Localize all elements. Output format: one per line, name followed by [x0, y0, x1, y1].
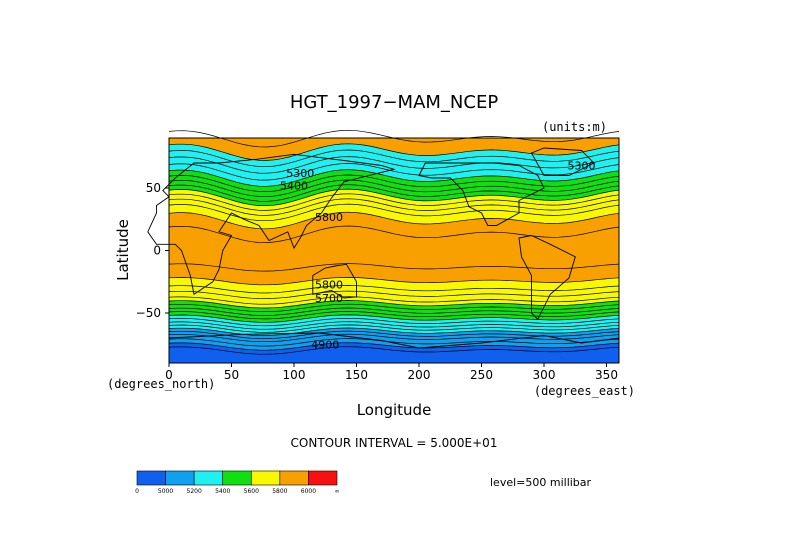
north-band-5200-5400 — [169, 143, 619, 187]
contour-5350-n — [168, 163, 620, 181]
contour-5450-n — [168, 174, 620, 193]
contour-5100-s — [168, 333, 620, 343]
colorbar-swatch-<5000 — [136, 470, 166, 486]
contour-5550-s — [168, 303, 620, 313]
contour-label-3: 5800 — [315, 211, 343, 224]
y-tick-label--50: −50 — [136, 306, 161, 320]
y-tick-label-50: 50 — [146, 181, 161, 195]
x-axis-label: Longitude — [357, 401, 432, 419]
chart-title: HGT_1997−MAM_NCEP — [290, 92, 499, 113]
contour-5000-s — [168, 342, 620, 351]
y-tick-label-0: 0 — [153, 244, 161, 258]
x-tick-label-150: 150 — [345, 368, 368, 382]
contour-5500-n — [168, 179, 620, 198]
y-axis-label: Latitude — [114, 219, 132, 281]
colorbar-swatch-5000-5200 — [165, 470, 195, 486]
contour-5050-s — [168, 338, 620, 347]
contour-label-6: 4900 — [311, 338, 339, 351]
colorbar-tick-0: 0 — [135, 488, 139, 495]
contour-label-0: 5300 — [286, 167, 314, 180]
x-tick-label-0: 0 — [165, 368, 173, 382]
contour-5200-n — [168, 143, 620, 161]
colorbar-tick-5: 5800 — [272, 488, 287, 495]
x-tick-label-250: 250 — [470, 368, 493, 382]
contour-label-5: 5700 — [315, 292, 343, 305]
x-unit-label: (degrees_east) — [534, 384, 635, 398]
contour-5150-s — [168, 330, 620, 339]
colorbar-tick-2: 5200 — [187, 488, 202, 495]
colorbar-swatch-5800-6000 — [279, 470, 309, 486]
colorbar-tick-3: 5400 — [215, 488, 230, 495]
contour-5500-s — [168, 307, 620, 316]
contour-5550-n — [168, 184, 620, 202]
contour-5850-n — [168, 225, 620, 243]
coastline-4 — [530, 147, 595, 176]
south-band-5600-5800 — [169, 277, 619, 308]
contour-5600-n — [168, 188, 620, 207]
contour-5250-s — [168, 324, 620, 333]
colorbar-tick-6: 6000 — [301, 488, 316, 495]
coastline-2 — [418, 162, 545, 226]
x-tick-label-300: 300 — [533, 368, 556, 382]
contour-5400-n — [168, 169, 620, 187]
x-tick-label-200: 200 — [408, 368, 431, 382]
contour-5700-s — [168, 290, 620, 299]
contour-5350-s — [168, 317, 620, 327]
colorbar: 0 5000 5200 5400 5600 5800 6000 ∞ — [135, 470, 340, 495]
contour-label-2: 5400 — [280, 180, 308, 193]
contour-4950-s — [168, 346, 620, 355]
contour-5300-s — [168, 321, 620, 330]
contour-5750-n — [168, 203, 620, 222]
plot-area — [147, 129, 620, 364]
x-tick-label-350: 350 — [595, 368, 618, 382]
contour-5450-s — [168, 311, 620, 320]
contour-5850-s — [168, 263, 620, 272]
coastline-3 — [518, 235, 576, 321]
y-unit-label: (degrees_north) — [107, 377, 215, 391]
contour-label-1: 5300 — [568, 160, 596, 173]
contour-5650-n — [168, 193, 620, 211]
south-band-5000-5200 — [169, 328, 619, 351]
colorbar-swatch-5600-5800 — [250, 470, 281, 486]
x-tick-label-50: 50 — [224, 368, 239, 382]
contour-5750-s — [168, 285, 620, 294]
contour-interval-label: CONTOUR INTERVAL = 5.000E+01 — [291, 436, 498, 450]
colorbar-tick-7: ∞ — [335, 488, 340, 495]
contour-5700-n — [168, 198, 620, 216]
contour-5800-s — [168, 277, 620, 286]
contour-5400-s — [168, 314, 620, 323]
contour-5800-n — [168, 211, 620, 230]
contour-5250-n — [168, 149, 620, 168]
contour-5600-s — [168, 300, 620, 309]
contour-5650-s — [168, 296, 620, 305]
coastline-0 — [147, 153, 396, 296]
colorbar-tick-1: 5000 — [158, 488, 173, 495]
colorbar-swatch-5400-5600 — [222, 470, 252, 486]
coastline-1 — [312, 263, 357, 299]
colorbar-swatch-5200-5400 — [193, 470, 224, 486]
colorbar-tick-4: 5600 — [244, 488, 259, 495]
contour-5300-n — [168, 156, 620, 174]
colorbar-swatch->6000 — [308, 470, 338, 486]
south-band-<5000 — [169, 342, 619, 363]
x-tick-label-100: 100 — [283, 368, 306, 382]
units-label: (units:m) — [542, 120, 607, 134]
level-label: level=500 millibar — [490, 476, 592, 489]
contour-label-4: 5800 — [315, 278, 343, 291]
